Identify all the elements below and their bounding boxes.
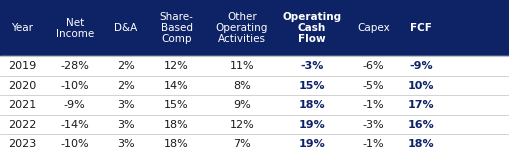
Text: 2019: 2019 bbox=[8, 61, 37, 71]
Text: -6%: -6% bbox=[362, 61, 384, 71]
Text: 19%: 19% bbox=[299, 120, 325, 130]
Text: 15%: 15% bbox=[164, 100, 189, 110]
Text: Share-
Based
Comp: Share- Based Comp bbox=[160, 12, 193, 44]
Text: Operating
Cash
Flow: Operating Cash Flow bbox=[282, 12, 342, 44]
Text: 3%: 3% bbox=[117, 139, 134, 149]
Text: 7%: 7% bbox=[233, 139, 250, 149]
Text: Net
Income: Net Income bbox=[55, 18, 94, 39]
Text: -1%: -1% bbox=[362, 139, 384, 149]
Text: -9%: -9% bbox=[64, 100, 86, 110]
Text: Capex: Capex bbox=[357, 23, 390, 33]
Text: 2021: 2021 bbox=[8, 100, 37, 110]
Text: 8%: 8% bbox=[233, 81, 250, 91]
Text: 12%: 12% bbox=[164, 61, 189, 71]
Text: 2%: 2% bbox=[117, 81, 134, 91]
Bar bbox=[0, 76, 509, 95]
Text: -5%: -5% bbox=[362, 81, 384, 91]
Text: Year: Year bbox=[11, 23, 34, 33]
Text: 2020: 2020 bbox=[8, 81, 37, 91]
Text: -14%: -14% bbox=[61, 120, 89, 130]
Text: -3%: -3% bbox=[300, 61, 324, 71]
Bar bbox=[0, 115, 509, 134]
Text: 17%: 17% bbox=[407, 100, 434, 110]
Text: -3%: -3% bbox=[362, 120, 384, 130]
Text: 19%: 19% bbox=[299, 139, 325, 149]
Text: -28%: -28% bbox=[61, 61, 89, 71]
Text: 2022: 2022 bbox=[8, 120, 37, 130]
Bar bbox=[0, 95, 509, 115]
Text: -10%: -10% bbox=[61, 139, 89, 149]
Text: 2023: 2023 bbox=[8, 139, 37, 149]
Text: -1%: -1% bbox=[362, 100, 384, 110]
Bar bbox=[0, 134, 509, 154]
Text: Other
Operating
Activities: Other Operating Activities bbox=[216, 12, 268, 44]
Text: FCF: FCF bbox=[410, 23, 432, 33]
Text: 14%: 14% bbox=[164, 81, 189, 91]
Text: 16%: 16% bbox=[407, 120, 434, 130]
Text: 3%: 3% bbox=[117, 120, 134, 130]
Text: 11%: 11% bbox=[230, 61, 254, 71]
Text: 18%: 18% bbox=[299, 100, 325, 110]
Text: 9%: 9% bbox=[233, 100, 250, 110]
Text: 18%: 18% bbox=[164, 139, 189, 149]
Text: 15%: 15% bbox=[299, 81, 325, 91]
Bar bbox=[0, 56, 509, 76]
Text: D&A: D&A bbox=[114, 23, 137, 33]
Text: 12%: 12% bbox=[230, 120, 254, 130]
Text: 18%: 18% bbox=[407, 139, 434, 149]
Text: 2%: 2% bbox=[117, 61, 134, 71]
Bar bbox=[0, 0, 509, 56]
Text: -9%: -9% bbox=[409, 61, 433, 71]
Text: 10%: 10% bbox=[407, 81, 434, 91]
Text: -10%: -10% bbox=[61, 81, 89, 91]
Text: 3%: 3% bbox=[117, 100, 134, 110]
Text: 18%: 18% bbox=[164, 120, 189, 130]
